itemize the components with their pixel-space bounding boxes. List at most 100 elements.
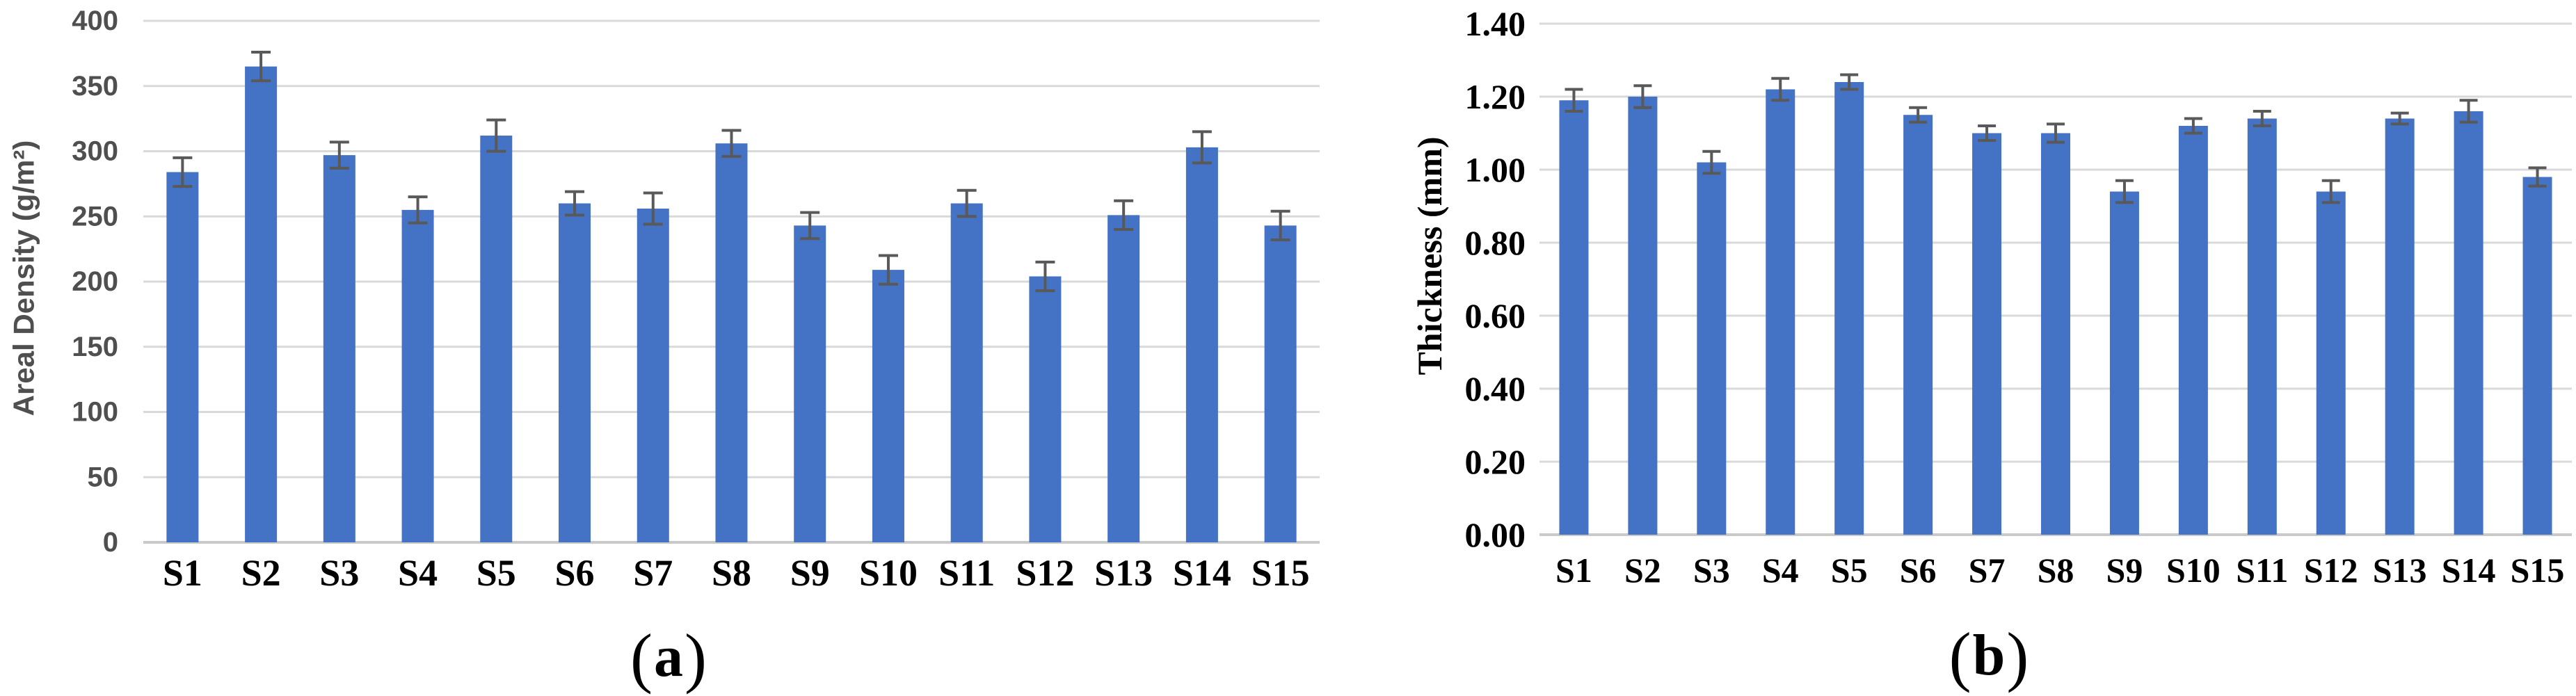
- chart-a: 0 50 100 150 200 250 300 350 400 S1 S2 S3 S4 S5 S6 S7 S8…: [8, 6, 1320, 594]
- bar-S2: [1628, 97, 1658, 535]
- bar-S3: [1697, 162, 1727, 535]
- bar-S7: [637, 209, 669, 542]
- error-bar-S3: [329, 140, 349, 170]
- bar-S14: [1185, 147, 1218, 542]
- x-category-label: S6: [1900, 551, 1937, 590]
- bar-S3: [323, 155, 355, 542]
- bar-S14: [2454, 111, 2483, 535]
- panel-a-caption: (a): [630, 624, 707, 691]
- error-bar-S7: [1978, 124, 1997, 142]
- bar-S13: [1107, 215, 1140, 542]
- y-tick-label: 0.80: [1465, 223, 1526, 262]
- x-category-label: S14: [2442, 551, 2496, 590]
- y-tick-label: 50: [88, 462, 119, 492]
- x-category-label: S3: [1693, 551, 1730, 590]
- x-category-label: S12: [2304, 551, 2358, 590]
- bar-S12: [2316, 191, 2346, 535]
- x-category-label: S14: [1173, 552, 1231, 594]
- error-bar-S2: [251, 51, 271, 83]
- bar-S12: [1029, 276, 1062, 542]
- caption-a-letter: a: [654, 624, 683, 689]
- y-axis-title: Thickness (mm): [1410, 136, 1449, 375]
- error-bar-S3: [1702, 149, 1721, 175]
- x-category-label: S2: [241, 552, 281, 594]
- caption-b-open-paren: (: [1949, 619, 1971, 693]
- y-axis-title: Areal Density (g/m²): [8, 140, 40, 416]
- x-category-label: S6: [555, 552, 595, 594]
- bar-S4: [401, 209, 434, 542]
- error-bar-S10: [878, 254, 898, 286]
- error-bar-S6: [565, 190, 585, 217]
- x-category-label: S11: [938, 552, 995, 594]
- error-bar-S10: [2184, 117, 2202, 135]
- error-bar-S1: [173, 156, 193, 188]
- bar-S1: [1559, 100, 1589, 535]
- x-category-label: S5: [477, 552, 516, 594]
- caption-a-close-paren: ): [685, 620, 707, 695]
- x-category-label: S3: [319, 552, 359, 594]
- bar-S1: [166, 172, 199, 542]
- error-bar-S5: [1840, 73, 1859, 91]
- bar-S8: [2041, 133, 2070, 535]
- x-category-label: S15: [2511, 551, 2565, 590]
- x-category-label: S13: [1094, 552, 1153, 594]
- bar-S9: [2109, 191, 2139, 535]
- x-category-label: S10: [2166, 551, 2221, 590]
- x-category-label: S4: [1762, 551, 1799, 590]
- bar-S10: [872, 270, 904, 542]
- x-category-label: S7: [1969, 551, 2006, 590]
- error-bar-S15: [1270, 209, 1290, 241]
- y-tick-label: 250: [72, 201, 118, 232]
- chart-b: 0.00 0.20 0.40 0.60 0.80 1.00 1.20 1.40 S1 S2 S3 S4…: [1410, 4, 2572, 590]
- x-category-label: S12: [1016, 552, 1074, 594]
- y-tick-label: 300: [72, 136, 118, 167]
- y-tick-label: 200: [72, 266, 118, 297]
- bar-S10: [2178, 126, 2208, 535]
- y-tick-label: 100: [72, 397, 118, 428]
- bar-S9: [794, 225, 826, 542]
- error-bar-S4: [408, 195, 428, 225]
- bar-S7: [1972, 133, 2002, 535]
- y-tick-label: 1.40: [1465, 4, 1526, 43]
- error-bar-S8: [2047, 122, 2065, 144]
- y-tick-label: 350: [72, 71, 118, 102]
- x-category-label: S7: [633, 552, 673, 594]
- y-tick-label: 0: [103, 527, 118, 558]
- bar-S13: [2385, 118, 2415, 535]
- y-tick-label: 1.20: [1465, 77, 1526, 116]
- y-tick-label: 0.60: [1465, 296, 1526, 335]
- error-bar-S4: [1771, 76, 1790, 102]
- error-bar-S1: [1565, 88, 1583, 113]
- y-tick-label: 1.00: [1465, 150, 1526, 189]
- error-bar-S7: [643, 191, 663, 226]
- error-bar-S12: [1035, 260, 1055, 293]
- x-category-label: S11: [2236, 551, 2288, 590]
- error-bar-S11: [957, 188, 977, 218]
- bar-S5: [1834, 82, 1864, 535]
- panel-b-caption: (b): [1949, 623, 2029, 690]
- y-tick-label: 150: [72, 332, 118, 362]
- error-bar-S13: [2390, 111, 2409, 126]
- error-bar-S2: [1633, 84, 1652, 109]
- error-bar-S15: [2528, 166, 2547, 188]
- error-bar-S13: [1114, 199, 1134, 231]
- x-category-label: S2: [1624, 551, 1661, 590]
- error-bar-S8: [721, 129, 742, 158]
- x-category-label: S1: [1555, 551, 1592, 590]
- caption-b-letter: b: [1972, 623, 2006, 688]
- x-category-label: S8: [712, 552, 751, 594]
- error-bar-S9: [800, 211, 820, 241]
- x-category-label: S1: [163, 552, 202, 594]
- y-tick-label: 0.40: [1465, 369, 1526, 408]
- x-category-label: S13: [2373, 551, 2427, 590]
- bar-S15: [1264, 225, 1297, 542]
- x-category-label: S8: [2038, 551, 2074, 590]
- bar-S4: [1766, 89, 1795, 535]
- y-tick-label: 0.20: [1465, 442, 1526, 481]
- bar-S2: [245, 66, 278, 542]
- y-tick-label: 0.00: [1465, 515, 1526, 554]
- x-category-label: S15: [1251, 552, 1310, 594]
- bar-S5: [480, 136, 513, 542]
